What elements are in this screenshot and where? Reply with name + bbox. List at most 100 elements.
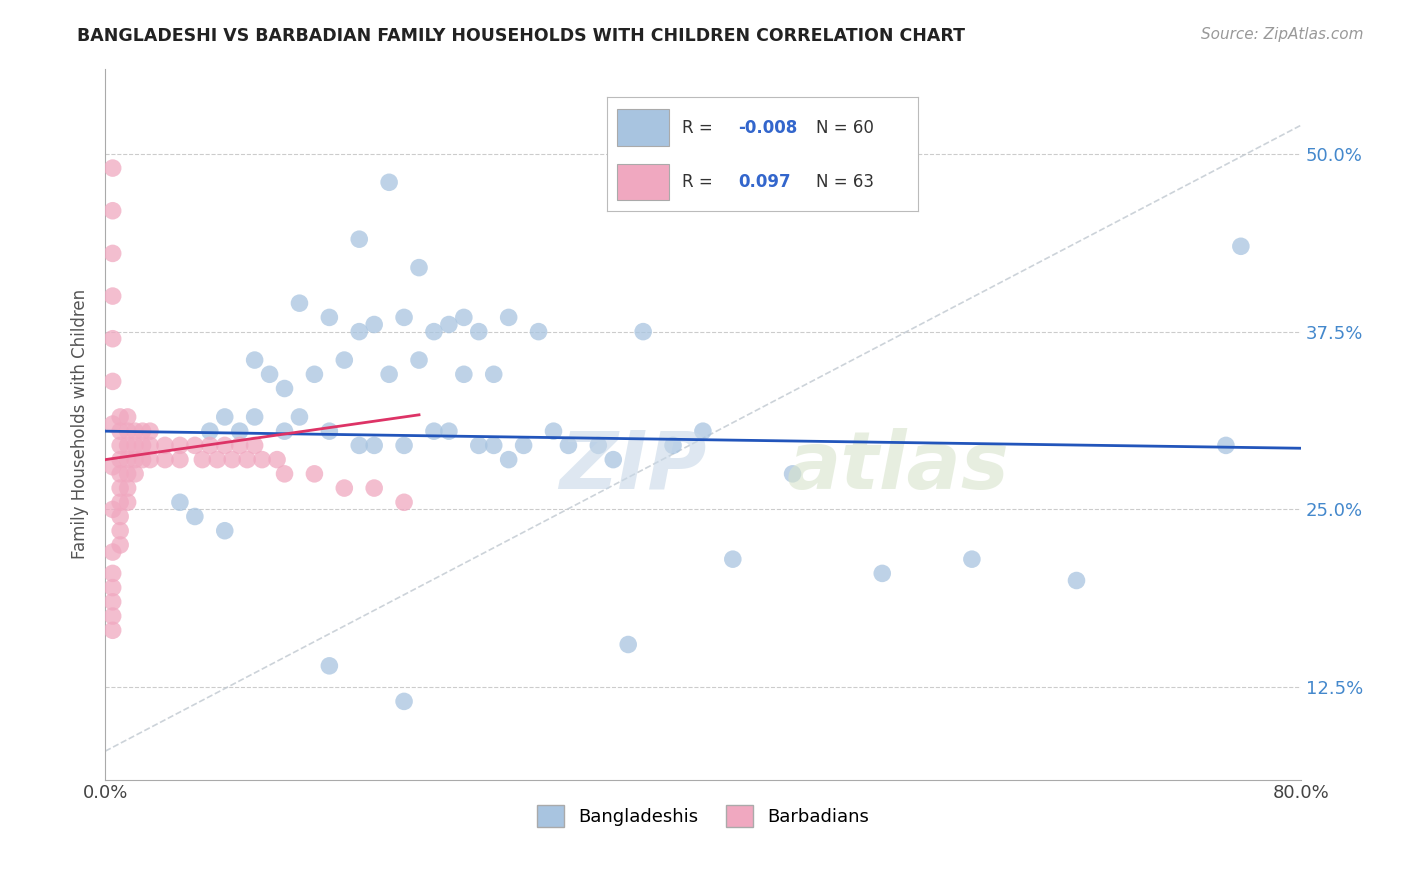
Point — [131, 424, 153, 438]
Point — [453, 368, 475, 382]
Legend: Bangladeshis, Barbadians: Bangladeshis, Barbadians — [530, 798, 876, 835]
Point — [318, 310, 340, 325]
Point — [1230, 239, 1253, 253]
Point — [124, 467, 146, 481]
Point — [169, 438, 191, 452]
Point — [273, 382, 295, 396]
Text: ZIP: ZIP — [560, 428, 707, 506]
Y-axis label: Family Households with Children: Family Households with Children — [72, 289, 89, 559]
Point — [101, 161, 124, 175]
Point — [349, 438, 371, 452]
Point — [392, 310, 415, 325]
Point — [108, 438, 131, 452]
Point — [101, 459, 124, 474]
Point — [408, 353, 430, 368]
Text: atlas: atlas — [786, 428, 1010, 506]
Point — [214, 438, 236, 452]
Point — [333, 481, 356, 495]
Point — [363, 481, 385, 495]
Point — [108, 538, 131, 552]
Text: Source: ZipAtlas.com: Source: ZipAtlas.com — [1201, 27, 1364, 42]
Point — [101, 581, 124, 595]
Point — [214, 524, 236, 538]
Point — [117, 495, 139, 509]
Point — [228, 438, 250, 452]
Point — [662, 438, 685, 452]
Point — [139, 452, 162, 467]
Point — [349, 325, 371, 339]
Point — [101, 545, 124, 559]
Point — [721, 552, 744, 566]
Point — [101, 502, 124, 516]
Point — [101, 289, 124, 303]
Point — [117, 424, 139, 438]
Point — [207, 452, 229, 467]
Point — [108, 481, 131, 495]
Point — [228, 424, 250, 438]
Point — [131, 452, 153, 467]
Point — [101, 203, 124, 218]
Point — [482, 368, 505, 382]
Point — [304, 368, 326, 382]
Point — [117, 409, 139, 424]
Point — [482, 438, 505, 452]
Point — [392, 495, 415, 509]
Point — [250, 452, 273, 467]
Point — [273, 424, 295, 438]
Point — [498, 452, 520, 467]
Point — [378, 368, 401, 382]
Point — [378, 175, 401, 189]
Point — [392, 438, 415, 452]
Point — [512, 438, 534, 452]
Point — [153, 452, 176, 467]
Point — [108, 467, 131, 481]
Point — [101, 332, 124, 346]
Point — [153, 438, 176, 452]
Point — [139, 438, 162, 452]
Point — [131, 438, 153, 452]
Point — [631, 325, 654, 339]
Point — [782, 467, 804, 481]
Point — [108, 452, 131, 467]
Point — [437, 318, 460, 332]
Point — [1215, 438, 1237, 452]
Point — [692, 424, 714, 438]
Point — [318, 424, 340, 438]
Point — [221, 452, 243, 467]
Point — [288, 409, 311, 424]
Point — [198, 424, 221, 438]
Point — [101, 595, 124, 609]
Point — [101, 609, 124, 624]
Point — [288, 296, 311, 310]
Point — [101, 566, 124, 581]
Point — [117, 481, 139, 495]
Point — [333, 353, 356, 368]
Point — [318, 658, 340, 673]
Point — [588, 438, 610, 452]
Point — [101, 417, 124, 431]
Point — [266, 452, 288, 467]
Point — [101, 624, 124, 638]
Point — [101, 246, 124, 260]
Point — [870, 566, 893, 581]
Point — [139, 424, 162, 438]
Point — [108, 424, 131, 438]
Point — [198, 438, 221, 452]
Point — [169, 452, 191, 467]
Point — [214, 409, 236, 424]
Point — [108, 509, 131, 524]
Point — [108, 524, 131, 538]
Point — [468, 438, 491, 452]
Point — [259, 368, 281, 382]
Point — [543, 424, 565, 438]
Point — [363, 318, 385, 332]
Point — [243, 438, 266, 452]
Point — [453, 310, 475, 325]
Point — [408, 260, 430, 275]
Point — [960, 552, 983, 566]
Point — [423, 424, 446, 438]
Point — [124, 424, 146, 438]
Point — [101, 375, 124, 389]
Point — [1066, 574, 1088, 588]
Point — [349, 232, 371, 246]
